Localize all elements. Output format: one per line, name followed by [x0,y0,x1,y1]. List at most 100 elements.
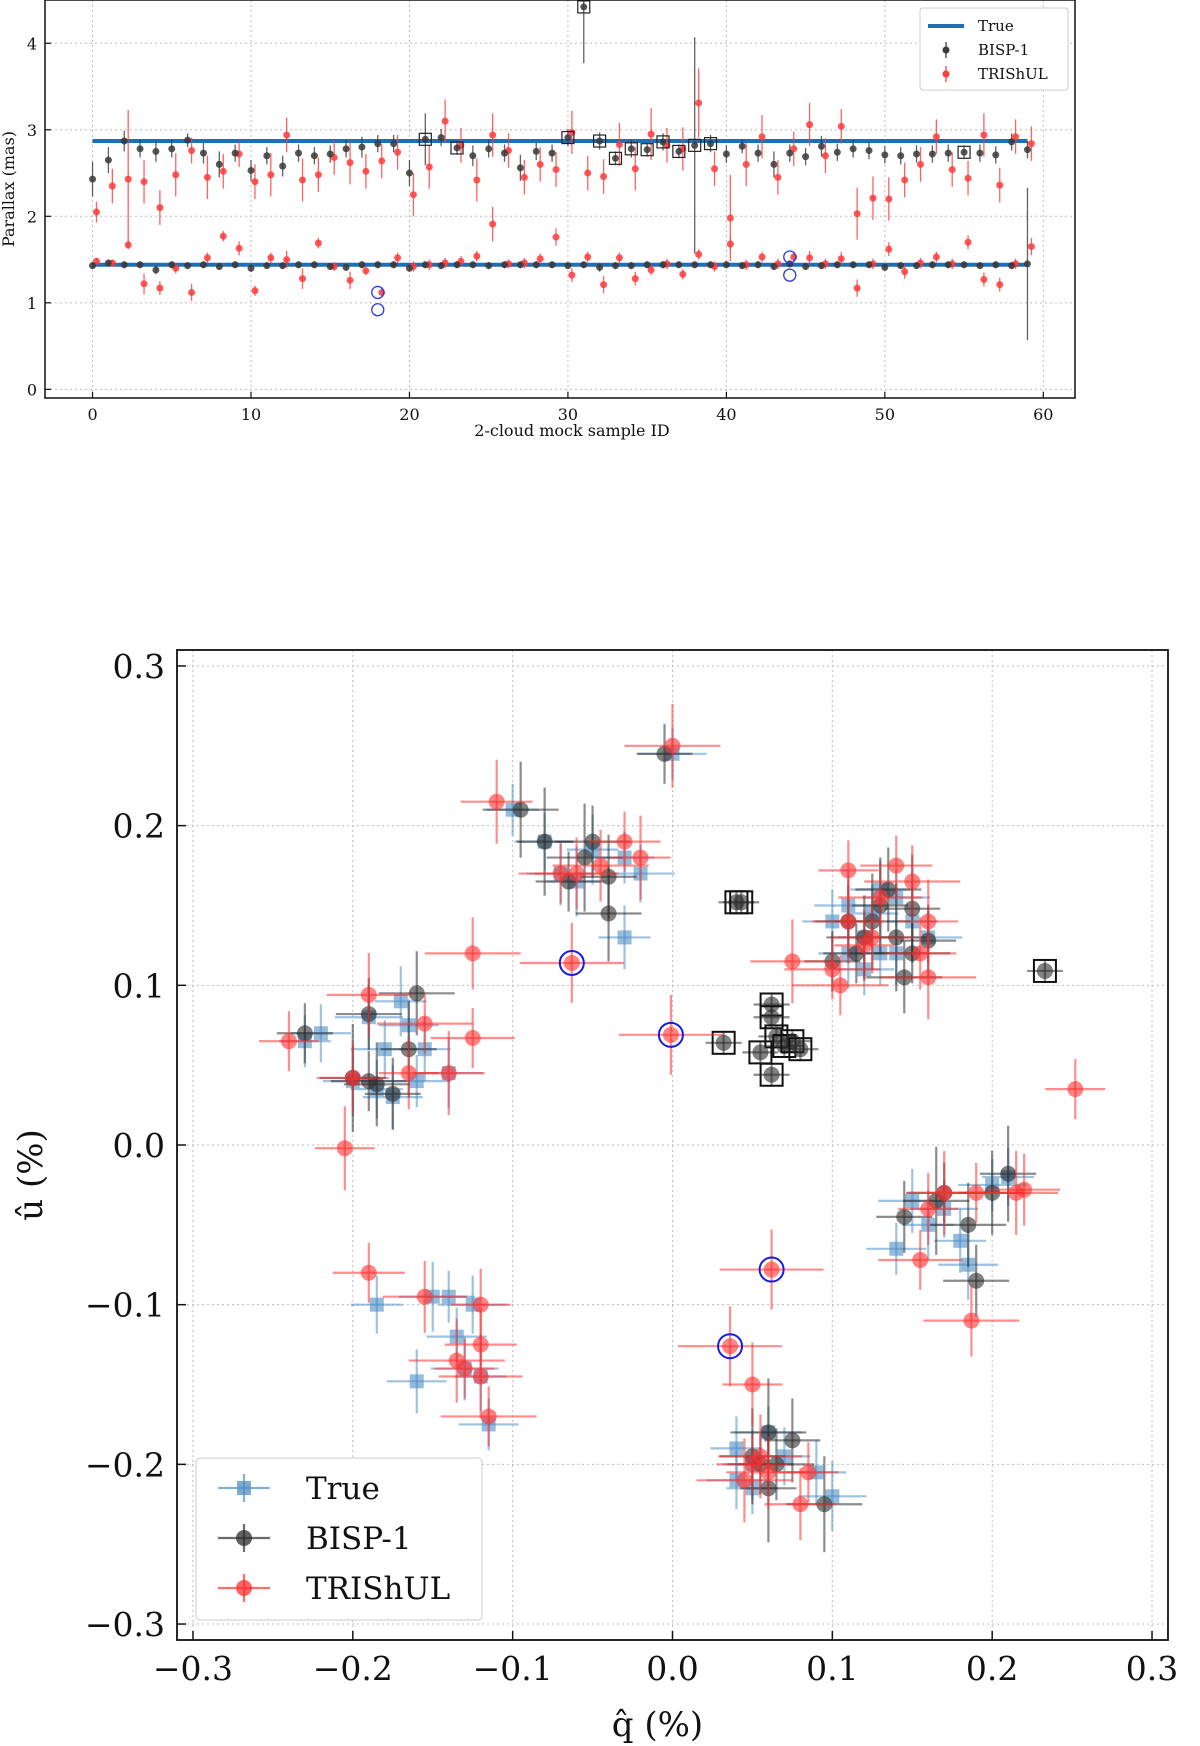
boxed-bisp-point [1036,962,1053,979]
trishul-point [440,1065,457,1082]
bisp-near-point [944,261,952,269]
bisp-far-point [944,149,952,157]
boxed-bisp-point [792,1041,809,1058]
parallax-grid [45,0,1075,398]
trishul-near-point [283,256,291,264]
qu-y-tick-label: 0.3 [113,647,165,686]
bisp-far-point [374,140,382,148]
trishul-point [472,1296,489,1313]
trishul-near-point [124,241,132,249]
bisp-point [784,1432,801,1449]
trishul-point [616,833,633,850]
parallax-legend-box [919,7,1069,91]
bisp-far-point [548,149,556,157]
trishul-point [416,1015,433,1032]
bisp-near-point [817,262,825,270]
boxed-bisp-point [763,996,780,1013]
boxed-outlier-marker [656,135,670,149]
trishul-point [963,1312,980,1329]
trishul-near-point [489,220,497,228]
trishul-far-point [219,167,227,175]
bisp-far-point [231,149,239,157]
qu-panel: −0.3 −0.2 −0.1 0.0 0.1 0.2 0.3 −0.3 −0.2 −0.1 0.0 0… [11,647,1178,1745]
trishul-point [920,913,937,930]
bisp-far-point [865,147,873,155]
legend-trishul-label: TRIShUL [978,65,1048,83]
trishul-near-point [188,288,196,296]
legend-true-label: True [306,1471,380,1507]
bisp-far-point [199,149,207,157]
trishul-point [824,961,841,978]
trishul-far-point [267,171,275,179]
bisp-far-point [501,149,509,157]
legend-bisp-label: BISP-1 [306,1521,412,1557]
trishul-near-point [758,253,766,261]
bisp-far-point [596,137,604,145]
bisp-near-point [136,261,144,269]
trishul-point [472,1368,489,1385]
bisp-near-point [437,262,445,270]
boxed-bisp-point [752,1044,769,1061]
trishul-far-point [742,160,750,168]
trishul-far-point [441,117,449,125]
bisp-far-point [405,169,413,177]
trishul-near-point [362,267,370,275]
qu-x-tick-label: −0.3 [153,1649,233,1688]
qu-x-tick-label: 0.1 [806,1649,858,1688]
bisp-far-point [279,162,287,170]
trishul-far-point [885,195,893,203]
boxed-outlier-marker [561,130,575,145]
bisp-near-point [374,261,382,269]
trishul-far-point [283,131,291,139]
trishul-far-point [631,165,639,173]
bisp-point [960,1216,977,1233]
bisp-far-point [437,134,445,142]
trishul-far-point [695,99,703,107]
true-point [617,930,632,945]
bisp-near-point [738,262,746,270]
bisp-near-point [184,262,192,270]
trishul-far-point [299,176,306,184]
trishul-far-point [901,176,909,184]
bisp-point [408,985,425,1002]
bisp-far-point [215,160,223,168]
trishul-near-point [885,245,893,253]
trishul-point [400,1065,417,1082]
trishul-point [280,1033,297,1050]
legend-bisp-dot [942,46,950,54]
bisp-far-point [580,3,588,11]
trishul-point [800,1464,817,1481]
bisp-near-point [405,264,413,272]
trishul-point [736,1472,753,1489]
trishul-far-point [806,121,814,129]
boxed-outlier-marker [640,143,654,157]
bisp-far-point [976,149,984,157]
trishul-far-point [615,140,623,148]
boxed-outlier-marker [759,1005,784,1030]
qu-y-tick-label: −0.2 [85,1445,165,1484]
parallax-x-tick-label: 0 [87,405,97,424]
bisp-far-point [913,150,921,158]
bisp-near-point [865,261,873,269]
boxed-outlier-marker [450,141,464,155]
bisp-far-point [136,145,144,153]
trishul-far-point [378,157,386,165]
legend-bisp-symbol [236,1530,252,1546]
trishul-near-point [631,275,639,283]
bisp-far-point [184,136,192,144]
trishul-point [792,1496,809,1513]
trishul-near-point [1027,243,1035,251]
bisp-far-point [247,166,255,174]
trishul-near-point [552,233,560,241]
bisp-near-point [992,261,1000,269]
bisp-far-point [897,152,905,160]
bisp-near-point [104,259,112,267]
qu-x-tick-label: −0.1 [473,1649,553,1688]
trishul-point [336,1140,353,1157]
qu-y-axis-label: û (%) [11,1129,51,1221]
bisp-far-point [532,147,540,155]
qu-x-tick-label: 0.3 [1126,1649,1178,1688]
parallax-y-axis-label: Parallax (mas) [0,131,18,247]
bisp-near-point [976,262,984,270]
bisp-near-point [675,261,683,269]
